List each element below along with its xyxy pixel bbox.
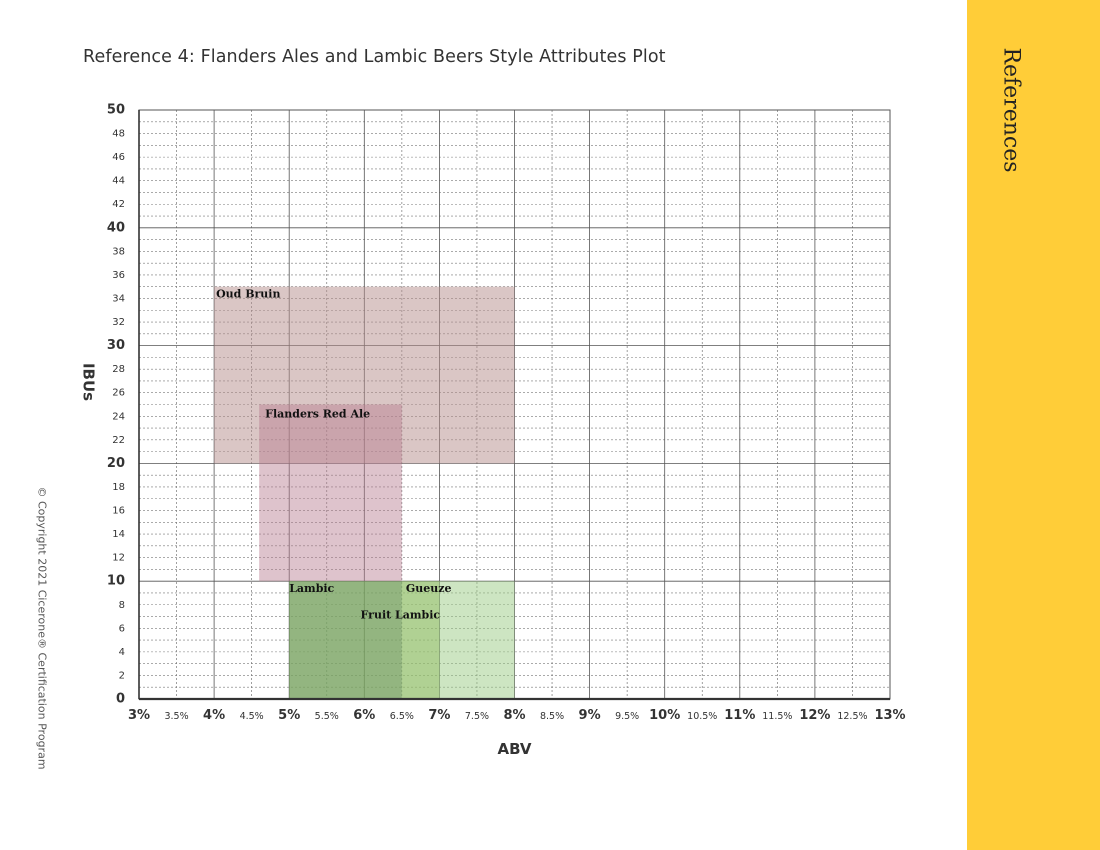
y-tick-label: 20 — [107, 456, 125, 471]
style-label: Lambic — [289, 582, 334, 595]
y-tick-label: 32 — [112, 317, 125, 328]
x-tick-label: 12.5% — [837, 711, 867, 722]
x-tick-label: 9.5% — [615, 711, 639, 722]
style-box — [401, 581, 515, 699]
x-tick-label: 8% — [503, 708, 525, 723]
y-tick-label: 22 — [112, 435, 125, 446]
y-tick-label: 40 — [107, 220, 125, 235]
style-label: Gueuze — [406, 582, 452, 595]
y-tick-label: 18 — [112, 482, 125, 493]
x-tick-label: 6.5% — [390, 711, 414, 722]
x-tick-label: 12% — [799, 708, 830, 723]
sidebar-label: References — [998, 47, 1024, 173]
x-tick-label: 4.5% — [240, 711, 264, 722]
y-tick-label: 38 — [112, 246, 125, 257]
y-tick-label: 24 — [112, 411, 125, 422]
style-label: Flanders Red Ale — [265, 408, 370, 421]
x-tick-label: 9% — [579, 708, 601, 723]
x-tick-label: 11.5% — [762, 711, 792, 722]
x-tick-labels: 3% 3.5% 4% 4.5% 5% 5.5% 6% 6.5% 7% 7.5% 8% 8.5% 9% 9.… — [128, 708, 906, 723]
style-box — [214, 286, 515, 464]
x-tick-label: 13% — [874, 708, 905, 723]
y-tick-label: 26 — [112, 388, 125, 399]
y-tick-label: 4 — [119, 647, 125, 658]
plot-frame — [138, 109, 891, 701]
x-tick-label: 4% — [203, 708, 225, 723]
style-attributes-chart: Oud Bruin Flanders Red Ale Lambic Gueuze Fru… — [80, 103, 906, 759]
x-tick-label: 5.5% — [315, 711, 339, 722]
x-axis-label: ABV — [497, 740, 531, 758]
x-tick-label: 6% — [353, 708, 375, 723]
style-box — [289, 581, 402, 699]
style-boxes — [214, 286, 515, 699]
style-labels: Oud Bruin Flanders Red Ale Lambic Gueuze Fru… — [216, 288, 451, 622]
y-tick-label: 12 — [112, 553, 125, 564]
y-tick-label: 8 — [119, 600, 125, 611]
style-label: Oud Bruin — [216, 288, 280, 301]
y-tick-label: 10 — [107, 574, 125, 589]
style-box — [259, 404, 402, 582]
y-tick-label: 36 — [112, 270, 125, 281]
y-tick-label: 6 — [119, 623, 125, 634]
style-label: Fruit Lambic — [361, 608, 441, 621]
y-tick-label: 48 — [112, 129, 125, 140]
y-tick-label: 44 — [112, 176, 125, 187]
x-tick-label: 3.5% — [164, 711, 188, 722]
y-tick-label: 46 — [112, 152, 125, 163]
y-tick-label: 16 — [112, 506, 125, 517]
style-box — [289, 581, 440, 699]
y-tick-label: 0 — [116, 692, 125, 707]
y-tick-label: 50 — [107, 103, 125, 118]
y-tick-label: 30 — [107, 338, 125, 353]
x-tick-label: 7% — [428, 708, 450, 723]
page-title: Reference 4: Flanders Ales and Lambic Be… — [83, 47, 666, 67]
y-tick-label: 42 — [112, 199, 125, 210]
x-tick-label: 10% — [649, 708, 680, 723]
x-tick-label: 3% — [128, 708, 150, 723]
y-tick-labels: 0246810121416182022242628303234363840424… — [107, 103, 125, 707]
y-tick-label: 2 — [119, 670, 125, 681]
x-tick-label: 11% — [724, 708, 755, 723]
x-tick-label: 5% — [278, 708, 300, 723]
x-tick-label: 8.5% — [540, 711, 564, 722]
x-tick-label: 7.5% — [465, 711, 489, 722]
y-axis-label: IBUs — [80, 363, 98, 401]
y-tick-label: 14 — [112, 529, 125, 540]
x-tick-label: 10.5% — [687, 711, 717, 722]
y-tick-label: 34 — [112, 293, 125, 304]
references-sidebar — [967, 0, 1100, 850]
y-tick-label: 28 — [112, 364, 125, 375]
